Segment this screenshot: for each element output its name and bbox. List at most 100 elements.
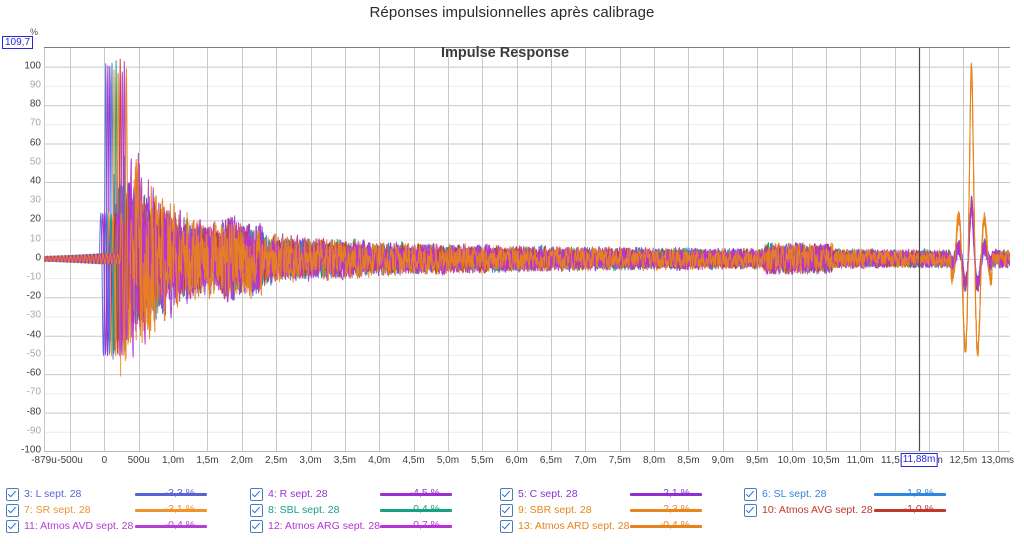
plot-area[interactable] <box>44 47 1010 452</box>
y-cursor-readout[interactable]: 109,7 <box>2 36 34 49</box>
legend-color-swatch <box>630 493 702 496</box>
x-tick-label: 11,0m <box>846 455 874 466</box>
y-tick-label: -80 <box>26 406 41 418</box>
legend-item-value: -3,3 % <box>164 487 195 499</box>
legend-item-label: 10: Atmos AVG sept. 28 <box>762 504 873 516</box>
trace-group <box>44 58 1010 377</box>
legend-item-label: 11: Atmos AVD sept. 28 <box>24 520 134 532</box>
legend-item-label: 9: SBR sept. 28 <box>518 504 592 516</box>
x-tick-label: 4,0m <box>368 455 391 466</box>
legend-color-swatch <box>135 525 207 528</box>
x-tick-label: 3,0m <box>299 455 322 466</box>
y-tick-label: -90 <box>26 425 41 437</box>
impulse-response-chart <box>44 48 1010 451</box>
y-tick-label: 90 <box>29 79 41 91</box>
legend-item-value: 1,8 % <box>907 487 934 499</box>
checkbox-icon[interactable] <box>250 519 263 533</box>
checkbox-icon[interactable] <box>6 487 19 501</box>
legend-item[interactable]: 6: SL sept. 28 <box>744 486 826 502</box>
x-cursor-readout[interactable]: 11,88m <box>900 453 938 467</box>
legend-item-label: 5: C sept. 28 <box>518 488 578 500</box>
impulse-trace <box>44 65 1010 356</box>
legend-item-value: -0,4 % <box>164 519 195 531</box>
legend-color-swatch <box>135 493 207 496</box>
y-tick-label: 50 <box>29 156 41 168</box>
legend-item[interactable]: 7: SR sept. 28 <box>6 502 91 518</box>
x-tick-label: 10,0m <box>777 455 806 466</box>
legend-item-label: 7: SR sept. 28 <box>24 504 91 516</box>
y-tick-label: 30 <box>29 194 41 206</box>
x-tick-label: 8,5m <box>677 455 700 466</box>
checkbox-icon[interactable] <box>6 503 19 517</box>
x-tick-label: 7,0m <box>574 455 597 466</box>
legend-color-swatch <box>630 525 702 528</box>
legend-item[interactable]: 13: Atmos ARD sept. 28 <box>500 518 629 534</box>
legend-item-value: 2,3 % <box>663 503 690 515</box>
x-tick-label: 3,5m <box>333 455 356 466</box>
x-tick-label: 8,0m <box>642 455 666 466</box>
x-tick-label: 5,5m <box>471 455 494 466</box>
y-tick-label: -40 <box>26 329 41 341</box>
legend-item-label: 6: SL sept. 28 <box>762 488 827 500</box>
legend-color-swatch <box>380 493 452 496</box>
legend-item-value: -1,0 % <box>903 503 934 515</box>
legend-color-swatch <box>380 525 452 528</box>
legend-item-value: -4,5 % <box>409 487 440 499</box>
x-tick-label: 11,5m <box>881 455 909 466</box>
impulse-trace <box>44 64 1010 357</box>
y-axis-unit-label: % <box>30 27 39 37</box>
legend-color-swatch <box>874 493 946 496</box>
legend-item[interactable]: 4: R sept. 28 <box>250 486 328 502</box>
legend-item-value: 2,1 % <box>663 487 690 499</box>
checkbox-icon[interactable] <box>250 503 263 517</box>
legend-color-swatch <box>135 509 207 512</box>
legend-item[interactable]: 10: Atmos AVG sept. 28 <box>744 502 873 518</box>
x-tick-label: 6,0m <box>505 455 528 466</box>
legend-color-swatch <box>380 509 452 512</box>
x-tick-label: 13,0ms <box>981 455 1015 466</box>
x-tick-label: -500u <box>57 455 83 466</box>
x-tick-label: 9,0m <box>711 455 734 466</box>
y-tick-label: 100 <box>24 60 41 72</box>
legend-item[interactable]: 5: C sept. 28 <box>500 486 578 502</box>
impulse-trace <box>44 63 1010 356</box>
checkbox-icon[interactable] <box>500 519 513 533</box>
y-tick-label: -70 <box>26 386 41 398</box>
y-tick-label: 60 <box>29 137 41 148</box>
legend-item[interactable]: 3: L sept. 28 <box>6 486 81 502</box>
y-tick-label: 20 <box>29 213 41 225</box>
legend-item-label: 8: SBL sept. 28 <box>268 504 340 516</box>
checkbox-icon[interactable] <box>250 487 263 501</box>
x-tick-label: 12,5m <box>949 455 978 466</box>
legend-item-label: 13: Atmos ARD sept. 28 <box>518 520 630 532</box>
checkbox-icon[interactable] <box>500 487 513 501</box>
y-tick-label: 0 <box>35 252 41 264</box>
x-axis: -879u -500u 0 500u 1,0m 1,5m 2,0m 2,5m 3,0m 3,5m 4… <box>0 453 1024 477</box>
x-tick-label: 4,5m <box>402 455 425 466</box>
checkbox-icon[interactable] <box>744 487 757 501</box>
checkbox-icon[interactable] <box>500 503 513 517</box>
y-tick-label: -30 <box>26 309 41 321</box>
x-tick-label: 1,0m <box>161 455 185 466</box>
legend-item-label: 4: R sept. 28 <box>268 488 328 500</box>
legend-item[interactable]: 8: SBL sept. 28 <box>250 502 339 518</box>
y-tick-label: -20 <box>26 290 41 302</box>
impulse-trace <box>44 62 1010 355</box>
window-title: Réponses impulsionnelles après calibrage <box>369 4 655 21</box>
x-tick-label: 6,5m <box>539 455 563 466</box>
checkbox-icon[interactable] <box>6 519 19 533</box>
checkbox-icon[interactable] <box>744 503 757 517</box>
legend: 3: L sept. 28 -3,3 % 4: R sept. 28 -4,5 % 5:… <box>0 484 1024 544</box>
y-tick-label: 80 <box>29 98 41 110</box>
x-tick-label: 500u <box>127 455 150 466</box>
impulse-trace <box>44 62 1010 377</box>
legend-item[interactable]: 11: Atmos AVD sept. 28 <box>6 518 133 534</box>
legend-color-swatch <box>874 509 946 512</box>
legend-item[interactable]: 9: SBR sept. 28 <box>500 502 592 518</box>
legend-item[interactable]: 12: Atmos ARG sept. 28 <box>250 518 380 534</box>
legend-item-label: 3: L sept. 28 <box>24 488 82 500</box>
legend-item-value: 0,4 % <box>413 503 440 515</box>
legend-item-value: -3,1 % <box>164 503 195 515</box>
x-tick-label: 10,5m <box>811 455 840 466</box>
